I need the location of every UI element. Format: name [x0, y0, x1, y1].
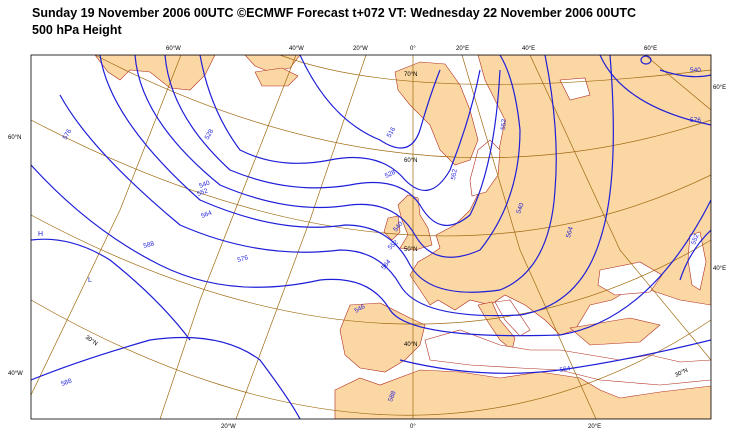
tick-right-40e: 40°E [713, 266, 726, 272]
tick-left-60n: 60°N [8, 135, 21, 141]
contour-small-loop [640, 55, 652, 65]
height-contours [31, 55, 711, 419]
contour-552a [134, 55, 521, 258]
tick-top-0: 0° [410, 46, 416, 52]
parallel-30n [31, 299, 711, 416]
tick-right-60e: 60°E [713, 85, 726, 91]
contour-label: 528 [204, 128, 216, 141]
contour-label: 588 [387, 390, 397, 403]
contour-label: 564 [565, 226, 575, 239]
contour-label: 540 [515, 202, 525, 215]
chart-title: Sunday 19 November 2006 00UTC ©ECMWF For… [32, 6, 637, 20]
contour-label: 552 [690, 233, 700, 246]
parallel-40n [31, 214, 711, 325]
contour-label: 552 [500, 118, 508, 130]
tick-top-60e: 60°E [644, 46, 657, 52]
iceland-landmass [254, 67, 299, 87]
contour-528a [199, 55, 481, 191]
contour-564b [399, 339, 711, 374]
contour-label: 564 [559, 365, 571, 374]
black-sea [597, 261, 663, 296]
tick-top-20e: 20°E [456, 46, 469, 52]
contour-label: 588 [60, 377, 73, 387]
contour-label: 588 [143, 240, 156, 250]
contour-label: 552 [196, 187, 209, 197]
tick-bottom-0: 0° [410, 424, 416, 430]
contour-552b [599, 55, 711, 126]
tick-inner-40n: 40°N [404, 342, 417, 348]
chart-subtitle: 500 hPa Height [32, 23, 122, 37]
map-content: 5285765405525645885885165285405525645765… [31, 55, 711, 419]
meridian-60w [31, 55, 182, 396]
contour-label: 552 [450, 168, 459, 180]
meridian-40e [529, 55, 711, 361]
tick-top-60w: 60°W [166, 46, 181, 52]
contour-label: 540 [690, 67, 701, 74]
meridian-40w [159, 55, 297, 419]
low-pressure-center: L [88, 277, 92, 284]
tick-inner-50n: 50°N [404, 247, 417, 253]
africa-landmass [334, 369, 711, 419]
contour-label: 540 [198, 179, 211, 189]
baltic-sea [469, 139, 501, 197]
high-pressure-center: H [38, 231, 43, 238]
italy-landmass [477, 301, 516, 351]
tick-top-20w: 20°W [353, 46, 368, 52]
tick-bottom-20w: 20°W [221, 424, 236, 430]
contour-546 [679, 229, 711, 281]
contour-label: 576 [62, 128, 74, 141]
tick-bottom-20e: 20°E [588, 424, 601, 430]
scandinavia-landmass [394, 61, 479, 166]
graticule [31, 55, 711, 419]
meridian-20w [235, 55, 367, 419]
tick-top-40e: 40°E [522, 46, 535, 52]
meridian-20e [461, 55, 597, 419]
contour-label: 564 [200, 209, 213, 219]
tick-top-40w: 40°W [289, 46, 304, 52]
parallel-70n [279, 55, 711, 85]
parallel-50n [31, 119, 711, 237]
contour-label: 546 [354, 303, 367, 315]
white-sea [559, 77, 591, 101]
great-britain-landmass [397, 194, 433, 251]
contour-588a [31, 164, 711, 337]
contour-540b [659, 69, 711, 78]
contour-564 [99, 55, 557, 293]
contour-588b [31, 336, 301, 419]
tick-left-40w: 40°W [8, 371, 23, 377]
tick-inner-60n: 60°N [404, 158, 417, 164]
contour-label: 516 [386, 126, 398, 139]
greenland-landmass [94, 55, 216, 91]
parallel-60n [94, 55, 711, 159]
contour-high-low [31, 238, 191, 341]
contour-label: 576 [690, 117, 701, 124]
contour-540 [164, 55, 501, 226]
tick-inner-70n: 70°N [404, 72, 417, 78]
contour-label: 576 [237, 254, 250, 264]
meridian-60e [644, 55, 711, 111]
map-frame-border [30, 54, 712, 420]
contour-576 [59, 55, 614, 317]
contour-label: 528 [384, 169, 397, 180]
tick-inner-30n-east: 30°N [674, 368, 689, 379]
turkey-landmass [569, 317, 661, 346]
contour-516 [299, 55, 441, 149]
